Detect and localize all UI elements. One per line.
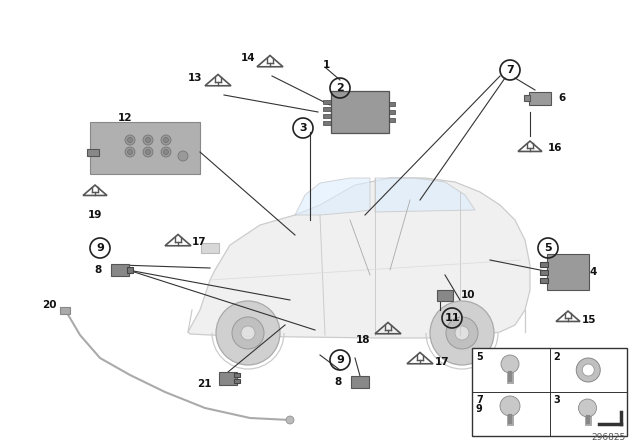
Text: 12: 12 bbox=[118, 113, 132, 123]
Text: 10: 10 bbox=[461, 290, 476, 300]
Text: 7: 7 bbox=[476, 395, 483, 405]
Circle shape bbox=[446, 317, 478, 349]
Circle shape bbox=[178, 151, 188, 161]
Text: 3: 3 bbox=[299, 123, 307, 133]
Bar bbox=[437, 289, 453, 301]
Text: 13: 13 bbox=[188, 73, 202, 83]
Circle shape bbox=[500, 396, 520, 416]
Polygon shape bbox=[188, 178, 530, 338]
Bar bbox=[90, 122, 200, 174]
Text: 11: 11 bbox=[444, 313, 460, 323]
Bar bbox=[127, 267, 133, 273]
Bar bbox=[323, 121, 331, 125]
Bar bbox=[540, 277, 548, 283]
Bar bbox=[201, 243, 219, 253]
Text: 19: 19 bbox=[88, 210, 102, 220]
Bar bbox=[219, 371, 237, 384]
Circle shape bbox=[161, 147, 171, 157]
Polygon shape bbox=[295, 178, 370, 215]
Circle shape bbox=[579, 399, 596, 417]
Bar bbox=[60, 306, 70, 314]
Circle shape bbox=[163, 138, 168, 142]
Bar bbox=[111, 264, 129, 276]
Text: 4: 4 bbox=[590, 267, 597, 277]
Circle shape bbox=[232, 317, 264, 349]
Text: 1: 1 bbox=[323, 60, 330, 70]
Text: 17: 17 bbox=[435, 357, 450, 367]
Bar bbox=[351, 376, 369, 388]
Text: 6: 6 bbox=[558, 93, 565, 103]
Text: 9: 9 bbox=[476, 404, 483, 414]
Circle shape bbox=[127, 150, 132, 155]
Bar bbox=[389, 110, 395, 114]
Bar bbox=[323, 100, 331, 104]
Circle shape bbox=[582, 364, 595, 376]
Bar bbox=[472, 348, 627, 436]
Text: 21: 21 bbox=[198, 379, 212, 389]
Bar bbox=[547, 254, 589, 290]
Bar bbox=[323, 107, 331, 111]
Circle shape bbox=[125, 135, 135, 145]
Text: 3: 3 bbox=[554, 395, 560, 405]
Bar bbox=[540, 270, 548, 275]
Polygon shape bbox=[375, 178, 475, 212]
Circle shape bbox=[501, 355, 519, 373]
Bar bbox=[234, 373, 240, 377]
Bar bbox=[389, 118, 395, 122]
Text: 2: 2 bbox=[554, 352, 560, 362]
Text: 296825: 296825 bbox=[592, 433, 626, 442]
Bar bbox=[331, 91, 389, 133]
Text: 8: 8 bbox=[335, 377, 342, 387]
Circle shape bbox=[125, 147, 135, 157]
Bar bbox=[529, 91, 551, 104]
Circle shape bbox=[576, 358, 600, 382]
Text: 8: 8 bbox=[95, 265, 102, 275]
Text: 14: 14 bbox=[241, 53, 255, 63]
Circle shape bbox=[145, 138, 150, 142]
Circle shape bbox=[241, 326, 255, 340]
Bar bbox=[524, 95, 530, 101]
Text: 20: 20 bbox=[42, 300, 56, 310]
Circle shape bbox=[145, 150, 150, 155]
Bar bbox=[540, 262, 548, 267]
Circle shape bbox=[161, 135, 171, 145]
Text: 16: 16 bbox=[548, 143, 563, 153]
Text: 7: 7 bbox=[506, 65, 514, 75]
Text: 5: 5 bbox=[476, 352, 483, 362]
Circle shape bbox=[143, 135, 153, 145]
Bar bbox=[87, 148, 99, 155]
Text: 17: 17 bbox=[192, 237, 207, 247]
Bar bbox=[323, 114, 331, 118]
Text: 15: 15 bbox=[582, 315, 596, 325]
Text: 9: 9 bbox=[96, 243, 104, 253]
Circle shape bbox=[455, 326, 469, 340]
Circle shape bbox=[163, 150, 168, 155]
Text: 2: 2 bbox=[336, 83, 344, 93]
Bar bbox=[389, 102, 395, 106]
Text: 18: 18 bbox=[355, 335, 370, 345]
Circle shape bbox=[143, 147, 153, 157]
Circle shape bbox=[127, 138, 132, 142]
Circle shape bbox=[286, 416, 294, 424]
Circle shape bbox=[430, 301, 494, 365]
Circle shape bbox=[216, 301, 280, 365]
Text: 9: 9 bbox=[336, 355, 344, 365]
Text: 5: 5 bbox=[544, 243, 552, 253]
Bar bbox=[234, 379, 240, 383]
